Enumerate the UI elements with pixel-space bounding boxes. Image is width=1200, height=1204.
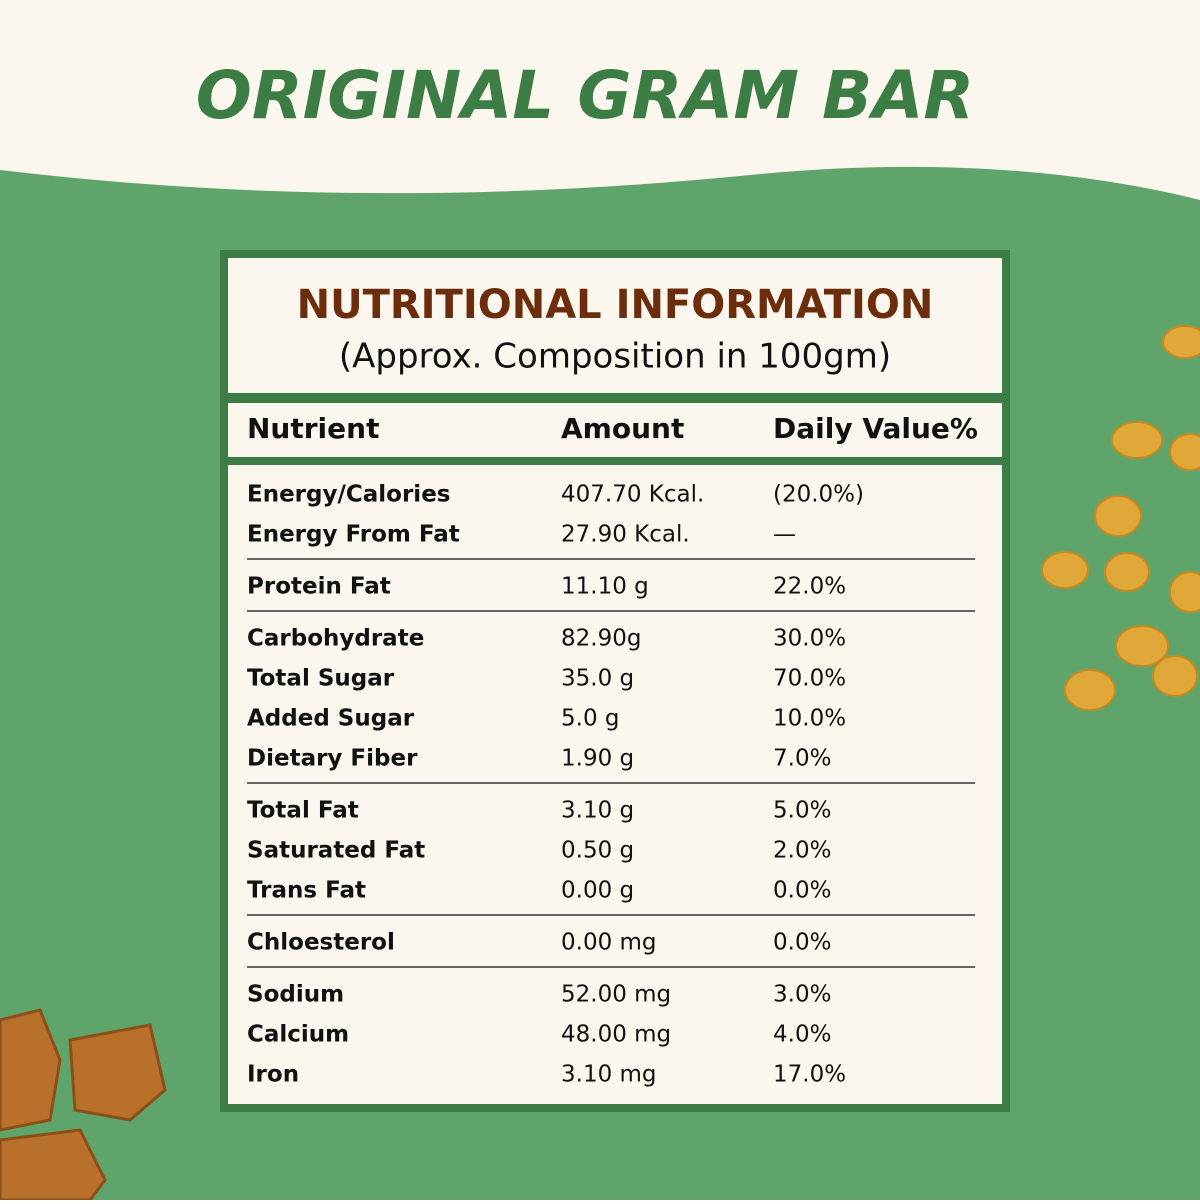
panel-header: [228, 258, 1002, 393]
daily-value: 17.0%: [773, 1062, 846, 1088]
daily-value: 22.0%: [773, 574, 846, 600]
amount: 1.90 g: [561, 746, 634, 772]
daily-value: 3.0%: [773, 982, 831, 1008]
nutrient-name: Dietary Fiber: [247, 746, 418, 772]
nutrient-name: Total Fat: [247, 798, 359, 824]
nutrient-name: Saturated Fat: [247, 838, 425, 864]
amount: 27.90 Kcal.: [561, 522, 690, 548]
amount: 3.10 g: [561, 798, 634, 824]
nutrient-name: Trans Fat: [247, 878, 366, 904]
amount: 35.0 g: [561, 666, 634, 692]
amount: 0.00 mg: [561, 930, 657, 956]
peanuts: [1041, 325, 1200, 711]
amount: 407.70 Kcal.: [561, 482, 704, 508]
jaggery: [0, 1008, 167, 1202]
amount: 48.00 mg: [561, 1022, 671, 1048]
panel-body: [228, 465, 1002, 1104]
daily-value: 30.0%: [773, 626, 846, 652]
amount: 0.50 g: [561, 838, 634, 864]
nutrient-name: Total Sugar: [247, 666, 395, 692]
nutrient-name: Energy/Calories: [247, 482, 451, 508]
amount: 3.10 mg: [561, 1062, 657, 1088]
subheading: (Approx. Composition in 100gm): [339, 337, 891, 377]
nutrient-name: Energy From Fat: [247, 522, 460, 548]
amount: 82.90g: [561, 626, 641, 652]
daily-value: 10.0%: [773, 706, 846, 732]
nutrient-name: Sodium: [247, 982, 344, 1008]
daily-value: —: [773, 522, 796, 548]
amount: 0.00 g: [561, 878, 634, 904]
daily-value: 5.0%: [773, 798, 831, 824]
nutrient-name: Iron: [247, 1062, 299, 1088]
amount: 5.0 g: [561, 706, 620, 732]
nutrient-name: Calcium: [247, 1022, 349, 1048]
column-header: [228, 403, 1002, 457]
column-header: Nutrient: [247, 412, 379, 445]
column-header: Amount: [561, 412, 684, 445]
amount: 52.00 mg: [561, 982, 671, 1008]
daily-value: 4.0%: [773, 1022, 831, 1048]
nutrient-name: Carbohydrate: [247, 626, 424, 652]
nutrient-name: Protein Fat: [247, 574, 391, 600]
heading: NUTRITIONAL INFORMATION: [297, 282, 934, 328]
title: ORIGINAL GRAM BAR: [196, 57, 975, 134]
daily-value: 2.0%: [773, 838, 831, 864]
nutrient-name: Chloesterol: [247, 930, 395, 956]
daily-value: 70.0%: [773, 666, 846, 692]
amount: 11.10 g: [561, 574, 649, 600]
daily-value: 0.0%: [773, 930, 831, 956]
column-header: Daily Value%: [773, 412, 978, 445]
daily-value: 0.0%: [773, 878, 831, 904]
nutrient-name: Added Sugar: [247, 706, 415, 732]
daily-value: 7.0%: [773, 746, 831, 772]
table: Nutrient Amount Daily Value% Energy/Calorie…: [247, 412, 978, 1088]
daily-value: (20.0%): [773, 482, 864, 508]
